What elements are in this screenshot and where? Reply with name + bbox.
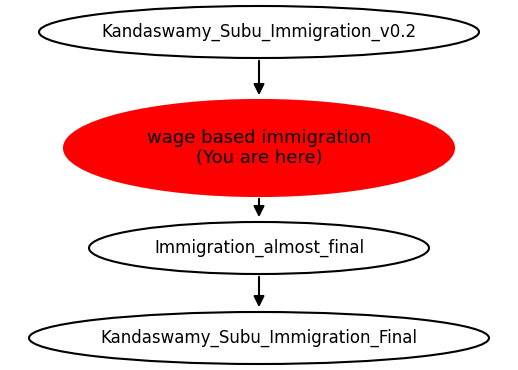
Ellipse shape [39, 6, 479, 58]
Text: Kandaswamy_Subu_Immigration_v0.2: Kandaswamy_Subu_Immigration_v0.2 [102, 23, 416, 41]
Ellipse shape [89, 222, 429, 274]
Ellipse shape [64, 100, 454, 196]
Ellipse shape [29, 312, 489, 364]
Text: Immigration_almost_final: Immigration_almost_final [154, 239, 364, 257]
Text: wage based immigration
(You are here): wage based immigration (You are here) [147, 129, 371, 167]
Text: Kandaswamy_Subu_Immigration_Final: Kandaswamy_Subu_Immigration_Final [100, 329, 418, 347]
